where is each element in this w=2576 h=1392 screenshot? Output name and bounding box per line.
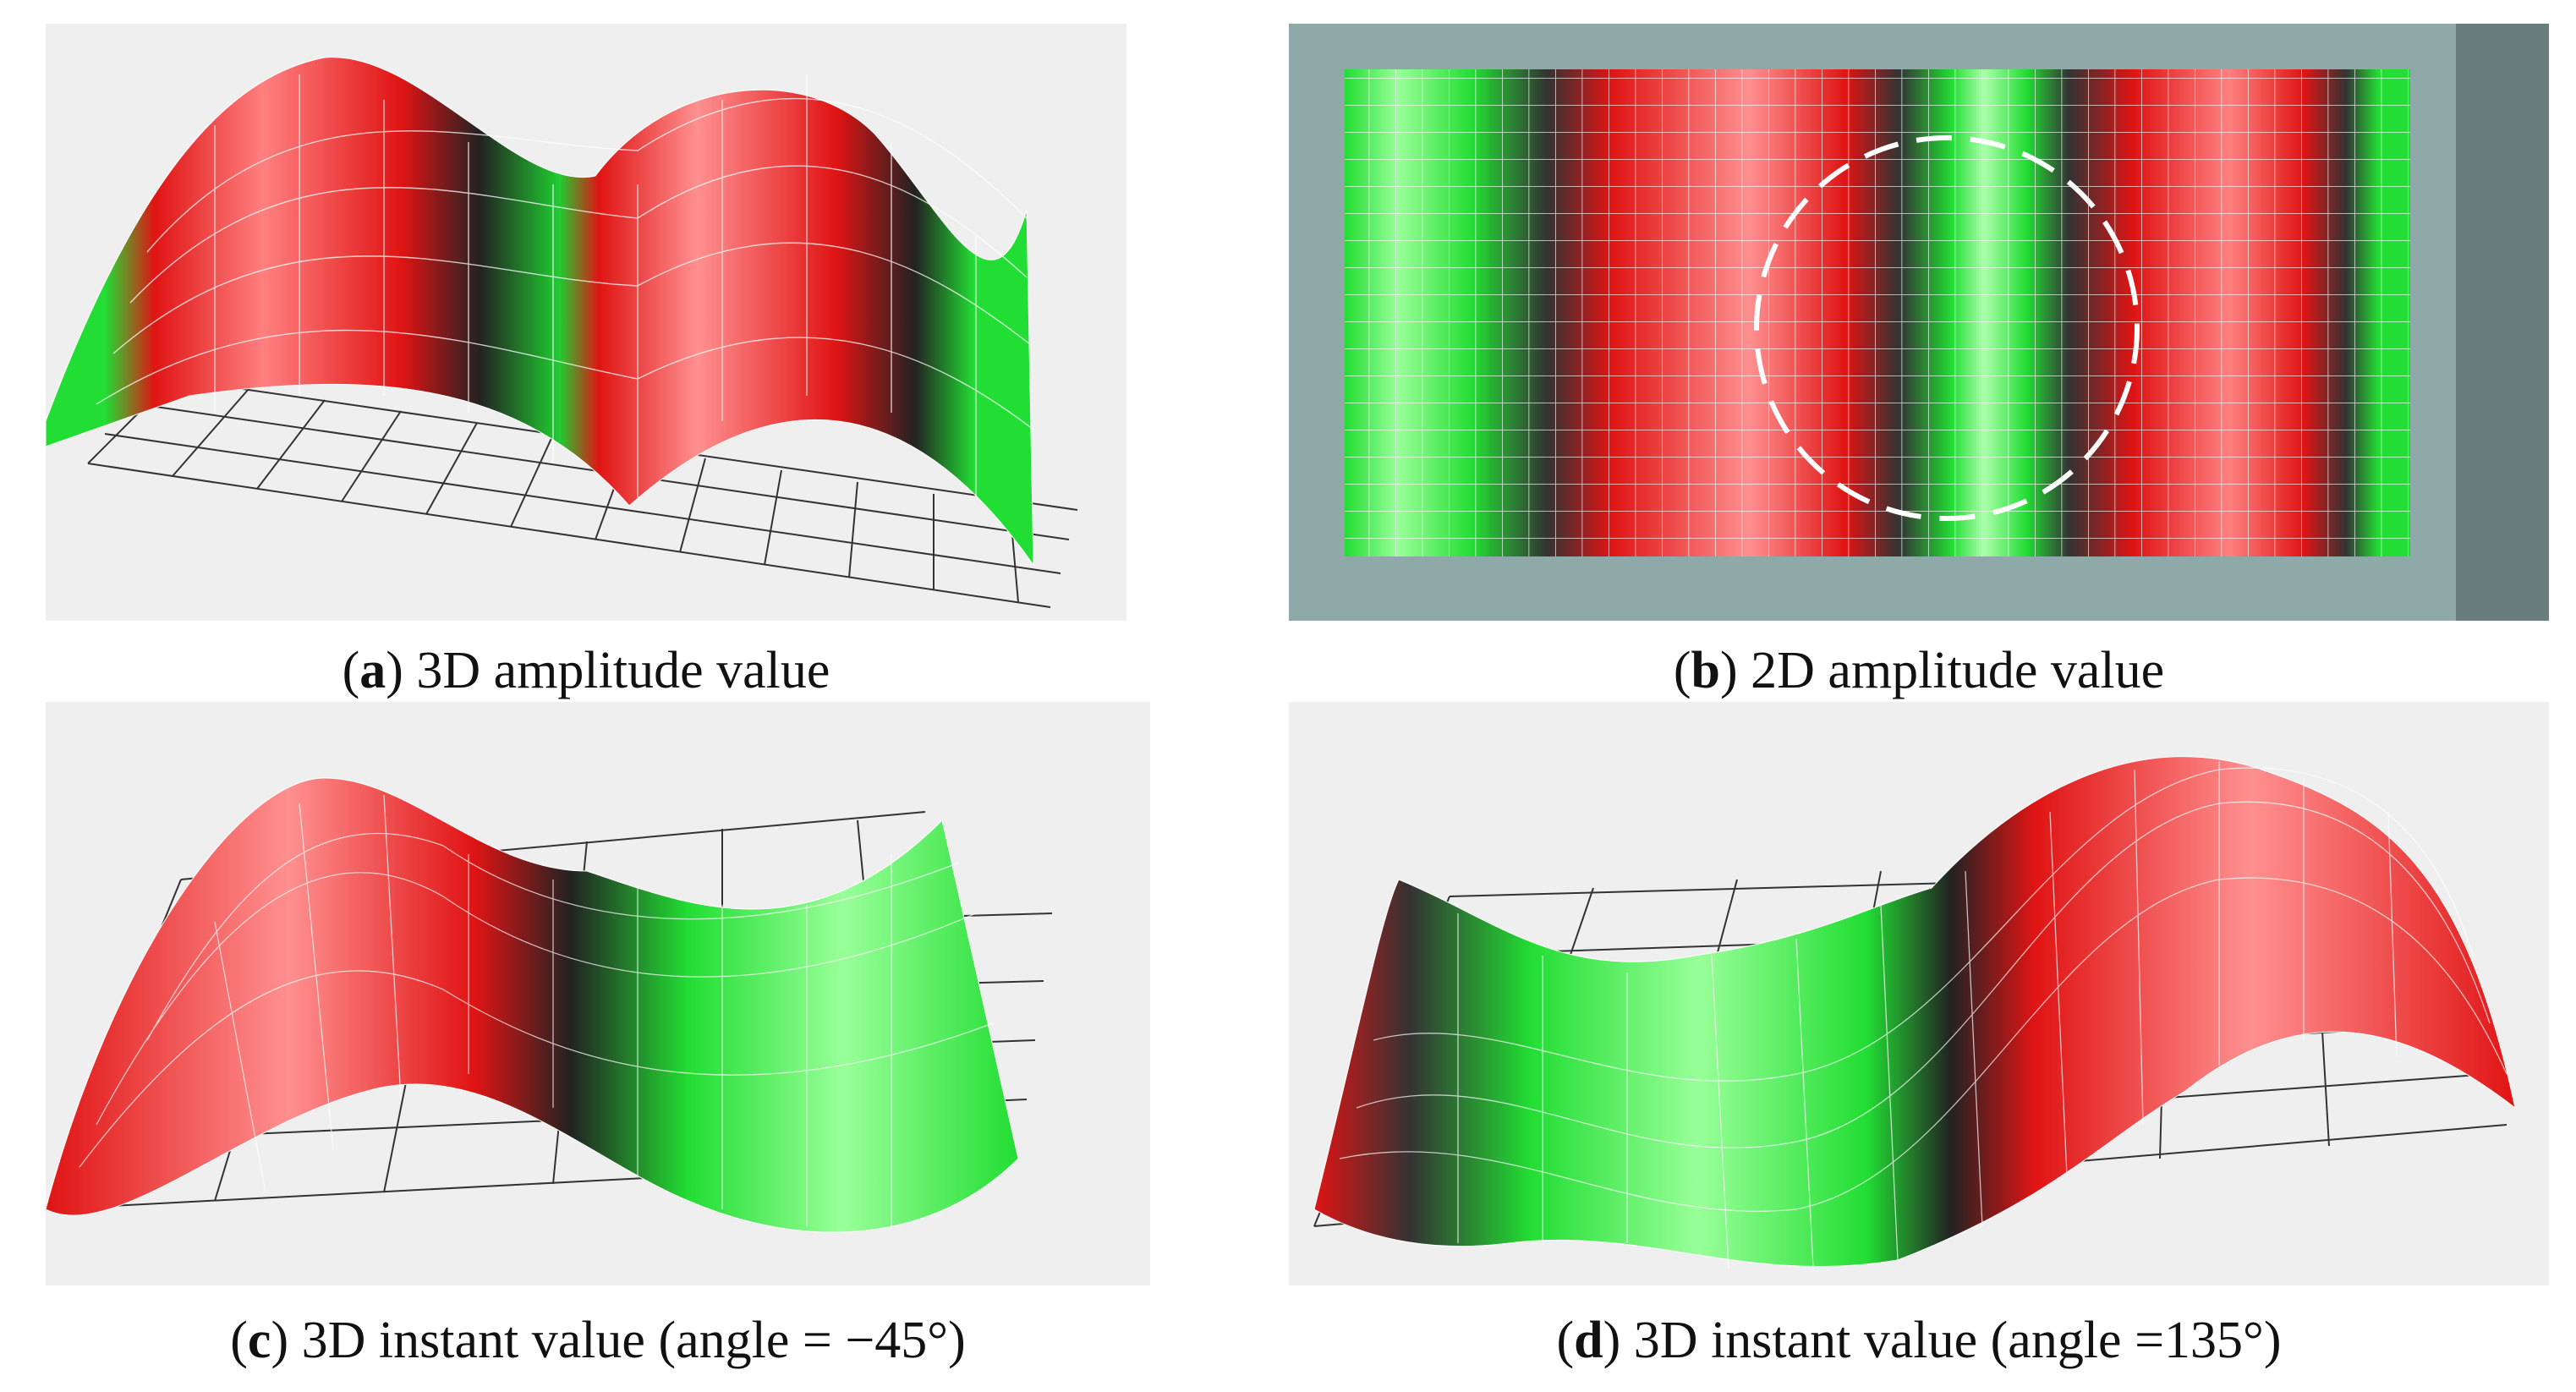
caption-b: (b) 2D amplitude value — [1673, 642, 2165, 699]
surface-3d — [46, 57, 1034, 567]
caption-c: (c) 3D instant value (angle = −45°) — [230, 1312, 966, 1369]
surface-3d — [46, 777, 1019, 1233]
concrete-shadow — [2456, 24, 2549, 621]
caption-d-letter: d — [1574, 1312, 1603, 1369]
caption-a: (a) 3D amplitude value — [342, 642, 830, 699]
caption-d-text: 3D instant value (angle =135°) — [1633, 1312, 2282, 1369]
panel-c-plot — [46, 777, 1053, 1233]
map-grid — [1345, 69, 2410, 556]
caption-b-text: 2D amplitude value — [1751, 642, 2165, 699]
defect-outline — [1754, 135, 2140, 521]
caption-d: (d) 3D instant value (angle =135°) — [1556, 1312, 2282, 1369]
panel-c-3d-instant — [46, 702, 1150, 1285]
caption-a-letter: a — [359, 642, 386, 699]
surface-grid — [96, 74, 1034, 497]
panel-b-2d-amplitude — [1289, 24, 2549, 621]
surface-grid — [79, 794, 994, 1226]
panel-a-3d-amplitude — [46, 24, 1126, 621]
surface-grid — [1339, 761, 2507, 1269]
caption-c-text: 3D instant value (angle = −45°) — [301, 1312, 966, 1369]
surface-3d — [1313, 756, 2516, 1268]
caption-a-text: 3D amplitude value — [416, 642, 830, 699]
panel-d-3d-instant — [1289, 702, 2549, 1285]
caption-b-letter: b — [1691, 642, 1720, 699]
caption-c-letter: c — [247, 1312, 271, 1369]
panel-b-plot — [1289, 24, 2549, 621]
panel-a-plot — [46, 57, 1078, 608]
panel-d-plot — [1313, 756, 2516, 1269]
